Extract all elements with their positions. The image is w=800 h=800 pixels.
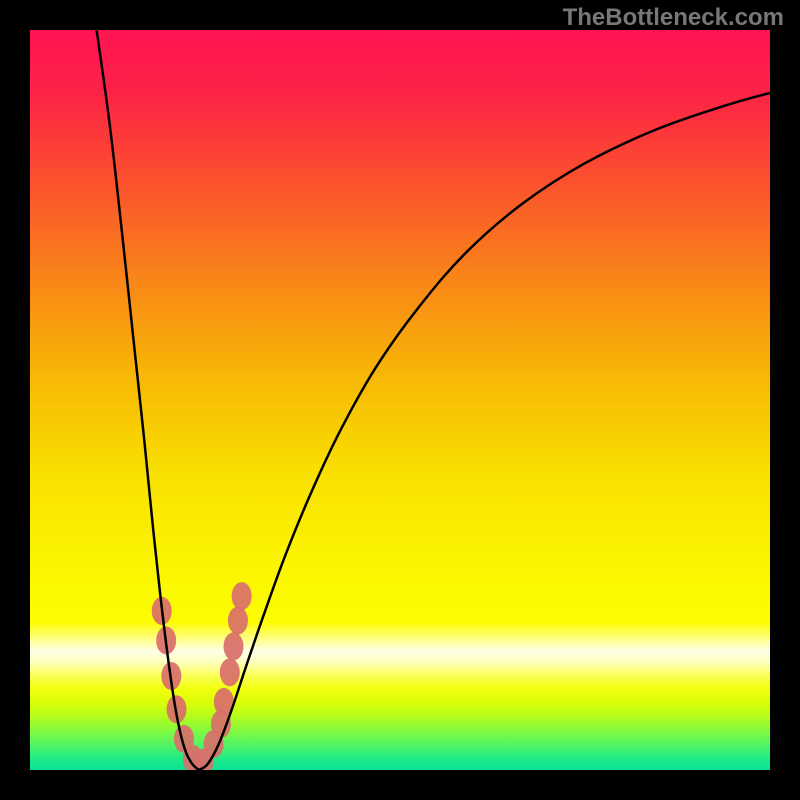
watermark-text: TheBottleneck.com [563,4,784,32]
gradient-background [30,30,770,770]
chart-container: TheBottleneck.com [0,0,800,800]
plot-area [30,30,770,770]
